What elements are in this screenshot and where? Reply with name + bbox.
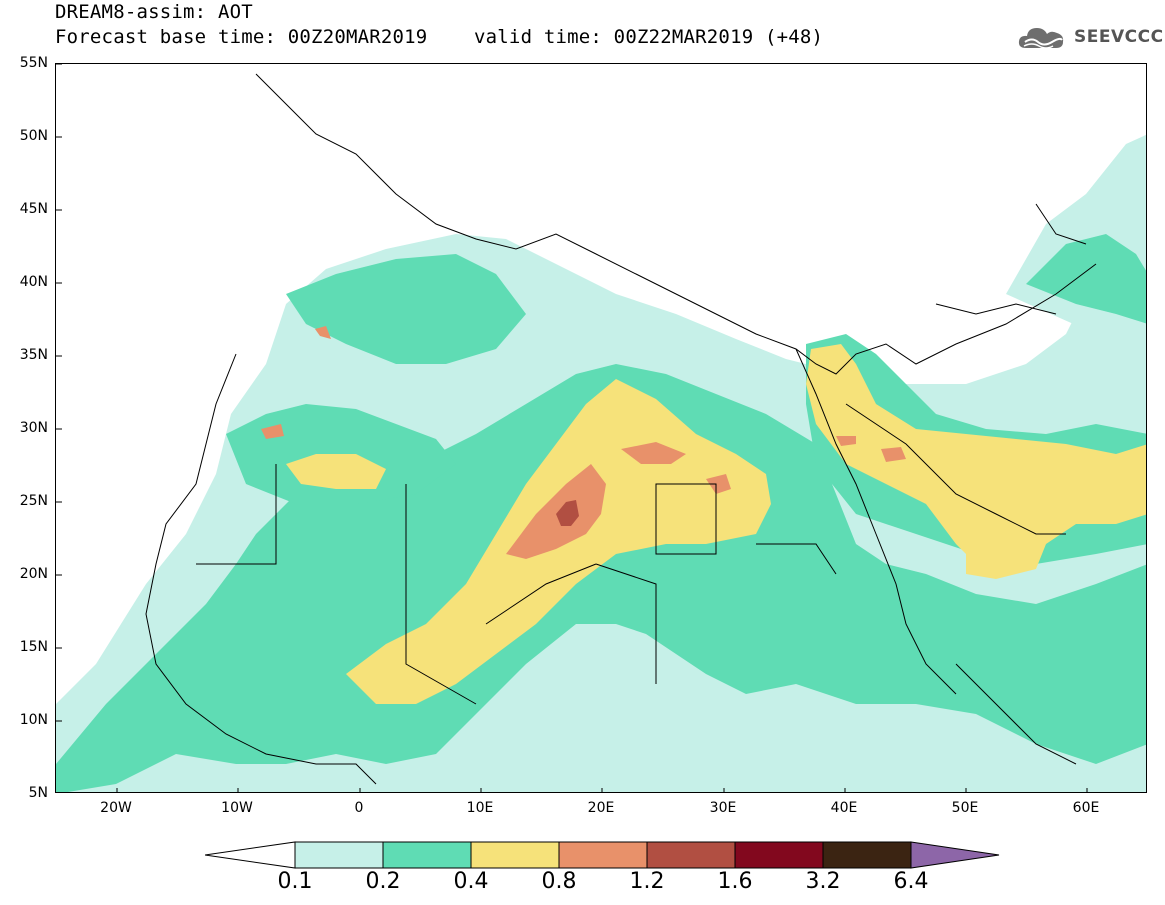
lon-label: 0	[354, 800, 364, 816]
lat-label: 35N	[19, 347, 48, 363]
colorbar-label: 1.6	[717, 869, 753, 894]
lat-label: 40N	[19, 274, 48, 290]
lat-label: 20N	[19, 566, 48, 582]
forecast-base-time: Forecast base time: 00Z20MAR2019	[55, 26, 428, 48]
aot-map	[56, 64, 1146, 792]
map-title: DREAM8-assim: AOT	[55, 1, 253, 23]
lon-label: 60E	[1072, 800, 1100, 816]
colorbar	[205, 841, 1000, 869]
lon-label: 40E	[830, 800, 858, 816]
colorbar-arrow-max	[910, 841, 1000, 869]
lat-label: 25N	[19, 493, 48, 509]
lat-label: 15N	[19, 639, 48, 655]
colorbar-label: 0.1	[277, 869, 313, 894]
coastlines	[145, 73, 1097, 785]
valid-time: valid time: 00Z22MAR2019 (+48)	[474, 26, 824, 48]
colorbar-label: 0.8	[541, 869, 577, 894]
colorbar-label: 1.2	[629, 869, 665, 894]
lat-label: 55N	[19, 55, 48, 71]
lat-label: 45N	[19, 201, 48, 217]
aot-layer-0-8	[261, 326, 906, 559]
colorbar-swatch	[646, 841, 736, 869]
colorbar-swatch	[734, 841, 824, 869]
lon-label: 30E	[709, 800, 737, 816]
lon-label: 50E	[951, 800, 979, 816]
lon-label: 20W	[100, 800, 132, 816]
colorbar-swatch	[382, 841, 472, 869]
colorbar-label: 0.2	[365, 869, 401, 894]
lon-label: 10E	[466, 800, 494, 816]
colorbar-swatch	[558, 841, 648, 869]
colorbar-label: 6.4	[893, 869, 929, 894]
lat-label: 50N	[19, 128, 48, 144]
colorbar-swatch	[470, 841, 560, 869]
aot-layer-1-2	[556, 500, 579, 526]
graticule-ticks	[56, 64, 1088, 792]
cloud-icon	[1018, 28, 1064, 49]
colorbar-swatch	[822, 841, 912, 869]
lon-label: 10W	[221, 800, 253, 816]
forecast-times: Forecast base time: 00Z20MAR2019 valid t…	[55, 27, 823, 48]
lon-label: 20E	[587, 800, 615, 816]
logo-text: SEEVCCC	[1074, 27, 1164, 47]
lat-label: 10N	[19, 712, 48, 728]
colorbar-swatch	[294, 841, 384, 869]
map-area	[55, 63, 1147, 793]
lat-label: 30N	[19, 420, 48, 436]
seevccc-logo: SEEVCCC	[1016, 22, 1164, 52]
lat-label: 5N	[28, 785, 48, 801]
colorbar-label: 3.2	[805, 869, 841, 894]
colorbar-label: 0.4	[453, 869, 489, 894]
